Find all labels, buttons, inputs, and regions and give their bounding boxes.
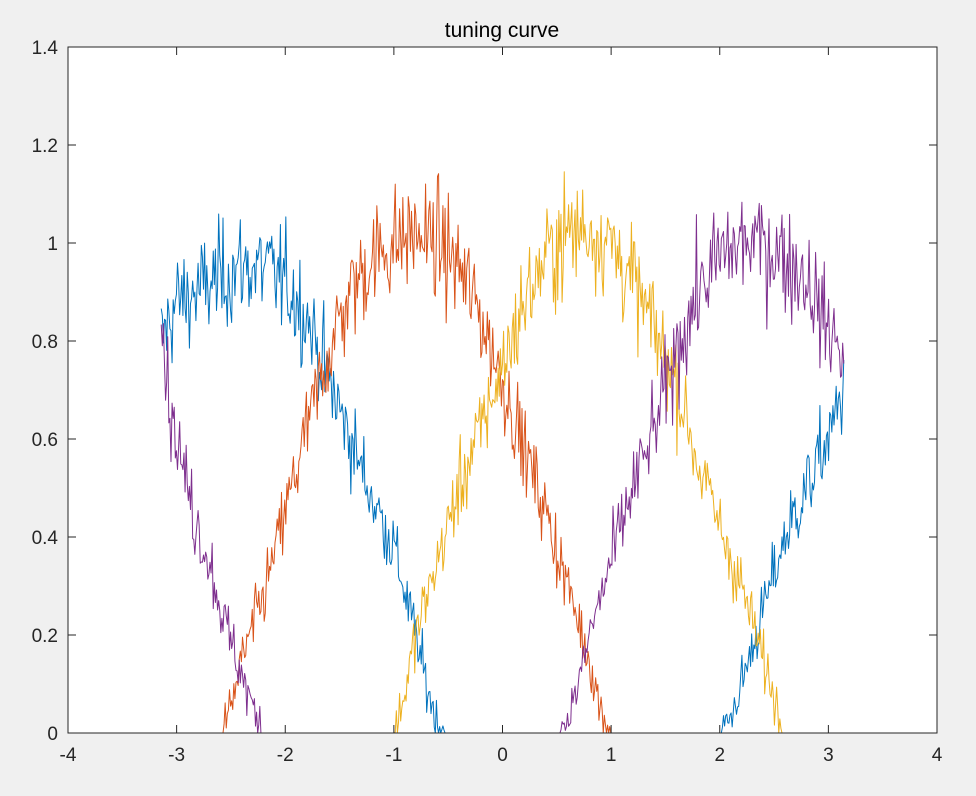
x-tick-label: -3 [168,745,185,766]
chart-title: tuning curve [445,19,559,42]
y-tick-label: 0.6 [32,430,58,451]
y-tick-label: 0.2 [32,626,58,647]
x-tick-label: 4 [932,745,943,766]
y-tick-label: 0.4 [32,528,59,549]
y-tick-label: 1.4 [32,38,59,59]
x-tick-label: 2 [714,745,725,766]
y-tick-label: 0.8 [32,332,58,353]
y-tick-label: 1 [47,234,58,255]
x-tick-label: 1 [606,745,617,766]
x-tick-label: -4 [60,745,77,766]
x-tick-label: 0 [497,745,508,766]
y-tick-label: 0 [47,724,58,745]
x-tick-label: 3 [823,745,834,766]
x-tick-label: -1 [385,745,402,766]
x-tick-label: -2 [277,745,294,766]
y-tick-label: 1.2 [32,136,58,157]
ticks: -4 -3 -2 -1 0 1 2 3 4 0 0.2 0.4 0.6 0.8 1 1.2 1.4 [32,38,943,766]
